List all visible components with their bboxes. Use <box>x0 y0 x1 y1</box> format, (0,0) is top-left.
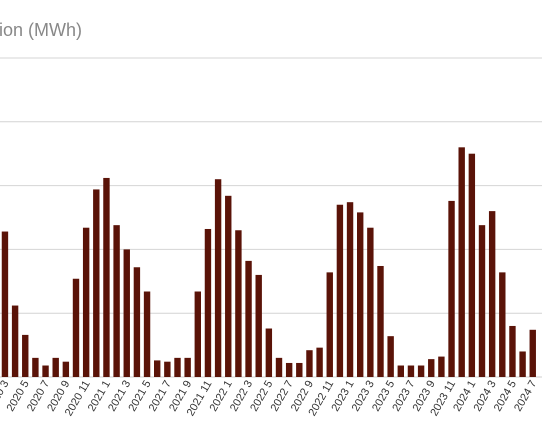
bar <box>377 265 384 377</box>
bar <box>519 351 526 377</box>
bar <box>123 249 130 377</box>
bar <box>11 305 19 377</box>
bar <box>133 267 141 377</box>
bar <box>164 361 171 377</box>
bar <box>245 260 252 377</box>
bar <box>458 147 465 377</box>
bar <box>82 227 90 377</box>
bar <box>265 328 273 377</box>
bar <box>428 359 435 377</box>
bar <box>529 329 536 377</box>
bar <box>397 365 404 377</box>
bar <box>275 357 283 377</box>
bar <box>204 228 212 377</box>
bar <box>22 334 29 377</box>
bar <box>367 227 374 377</box>
bar <box>225 195 232 377</box>
bar <box>296 362 303 377</box>
bar <box>316 347 323 377</box>
bar <box>285 362 293 377</box>
bar <box>184 357 191 377</box>
bar <box>194 291 201 377</box>
bar <box>306 350 313 377</box>
bar <box>387 336 394 377</box>
bar <box>62 361 70 377</box>
bar <box>1 231 9 377</box>
bar <box>336 204 344 377</box>
bar <box>154 360 161 377</box>
bar <box>478 225 486 377</box>
bar <box>174 357 181 377</box>
bar <box>509 325 516 377</box>
bar <box>407 365 415 377</box>
bar <box>52 357 59 377</box>
bar <box>255 274 262 377</box>
bar <box>103 177 110 377</box>
bar <box>326 272 333 377</box>
bar <box>488 211 496 377</box>
bar <box>448 200 455 377</box>
bar <box>346 202 354 377</box>
bar <box>235 230 242 377</box>
bar <box>499 272 506 377</box>
bar <box>417 365 425 377</box>
bar <box>214 179 222 377</box>
bar <box>42 365 49 377</box>
bar <box>468 153 476 377</box>
chart-title: tion (MWh) <box>0 20 83 40</box>
bar <box>438 356 445 377</box>
bar <box>357 212 364 377</box>
bar <box>143 291 151 377</box>
bar <box>113 225 120 377</box>
bar <box>93 189 100 377</box>
bar <box>72 278 80 377</box>
bar <box>32 357 39 377</box>
